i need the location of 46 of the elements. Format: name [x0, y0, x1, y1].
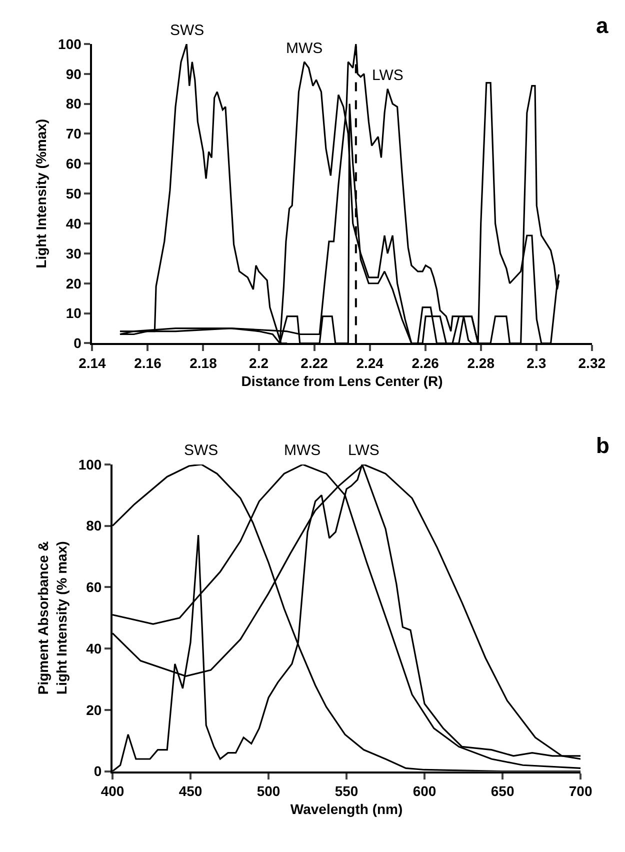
- x-axis-title: Distance from Lens Center (R): [241, 372, 443, 389]
- x-tick-label: 2.26: [412, 355, 440, 372]
- y-tick-label: 0: [74, 335, 82, 352]
- x-tick-label: 500: [256, 783, 280, 800]
- y-axis-title: Pigment Absorbance & Light Intensity (% max): [35, 541, 70, 695]
- annotation: MWS: [286, 40, 323, 57]
- x-tick-label: 650: [490, 783, 514, 800]
- y-tick-label: 20: [86, 702, 102, 718]
- y-tick-label: 40: [86, 640, 102, 656]
- annotation: MWS: [284, 442, 321, 459]
- y-tick-label: 100: [78, 456, 102, 472]
- y-tick-label: 20: [66, 275, 82, 292]
- y-tick-label: 60: [86, 579, 102, 596]
- x-tick-label: 2.32: [578, 355, 606, 372]
- x-tick-label: 2.24: [356, 355, 384, 372]
- y-tick-label: 30: [66, 245, 82, 262]
- x-tick-label: 2.28: [467, 355, 495, 372]
- y-tick-label: 80: [66, 96, 82, 112]
- annotation: LWS: [348, 442, 380, 459]
- y-tick-label: 70: [66, 126, 82, 142]
- y-tick-label: 50: [66, 185, 82, 202]
- x-tick-label: 2.14: [78, 355, 106, 372]
- y-axis-title: Light Intensity (%max): [33, 118, 50, 268]
- x-tick-label: 2.3: [526, 355, 546, 372]
- y-tick-label: 10: [66, 305, 82, 322]
- y-tick-label: 100: [58, 36, 82, 52]
- x-tick-label: 550: [334, 783, 358, 800]
- y-tick-label: 40: [66, 215, 82, 232]
- y-tick-label: 80: [86, 518, 102, 534]
- x-tick-label: 700: [568, 783, 592, 800]
- y-tick-label: 90: [66, 66, 82, 82]
- annotation: SWS: [170, 22, 204, 39]
- chart-title: b: [596, 433, 610, 458]
- x-tick-label: 2.18: [190, 355, 218, 372]
- x-tick-label: 2.16: [134, 355, 162, 372]
- annotation: LWS: [372, 67, 404, 84]
- x-tick-label: 600: [412, 783, 436, 800]
- y-tick-label: 0: [94, 763, 102, 780]
- y-tick-label: 60: [66, 156, 82, 172]
- x-tick-label: 400: [100, 783, 124, 800]
- annotation: SWS: [184, 442, 218, 459]
- chart-title: a: [596, 13, 609, 38]
- x-tick-label: 2.2: [249, 355, 269, 372]
- x-axis-title: Wavelength (nm): [290, 800, 403, 817]
- x-tick-label: 450: [178, 783, 202, 800]
- x-tick-label: 2.22: [300, 355, 328, 372]
